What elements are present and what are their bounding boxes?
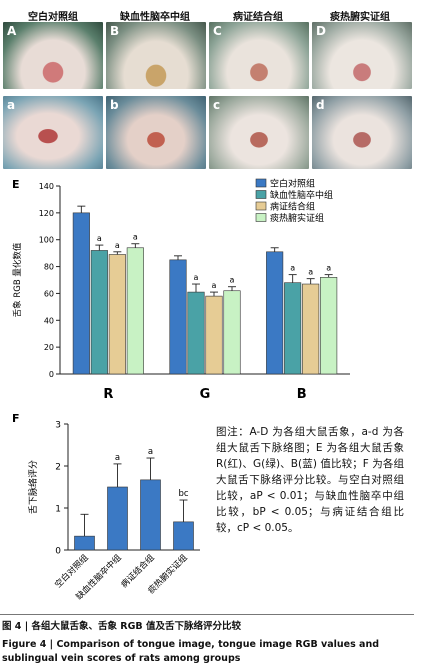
y-axis-label: 舌象 RGB 量化数值 (12, 242, 23, 317)
photo-label: c (213, 98, 221, 112)
photo-label: D (316, 24, 326, 38)
significance-mark: a (308, 268, 313, 277)
legend-swatch (255, 178, 267, 188)
legend-label: 空白对照组 (270, 178, 315, 190)
bar (140, 479, 161, 551)
y-tick-label: 40 (44, 316, 54, 325)
bar (284, 282, 302, 375)
legend-swatch (255, 190, 267, 199)
significance-mark: a (326, 264, 331, 273)
y-tick-label: 1 (55, 505, 61, 515)
significance-mark: bc (178, 489, 188, 499)
group-title-control: 空白对照组 (28, 12, 78, 23)
caption-cn: 图 4 | 各组大鼠舌象、舌象 RGB 值及舌下脉络评分比较 (2, 621, 241, 632)
significance-mark: a (290, 264, 295, 273)
panel-label-e: E (12, 178, 20, 191)
y-tick-label: 3 (55, 421, 61, 431)
tongue-photo-stroke: B (106, 22, 206, 89)
significance-mark: a (115, 453, 120, 463)
caption-en-line1: Figure 4 | Comparison of tongue image, t… (2, 639, 380, 650)
bar (72, 212, 90, 375)
tongue-photo-control: A (3, 22, 103, 89)
bar (173, 521, 194, 551)
photo-label: b (110, 98, 119, 112)
bar (302, 283, 320, 375)
photo-label: A (7, 24, 17, 38)
legend-label: 痰热腑实证组 (270, 212, 324, 224)
photo-label: C (213, 24, 222, 38)
bar (266, 251, 284, 375)
legend-label: 病证结合组 (270, 201, 315, 213)
legend-swatch (255, 213, 267, 222)
significance-mark: a (230, 276, 235, 285)
y-tick-label: 20 (44, 343, 54, 352)
bar (169, 259, 187, 375)
bar (320, 277, 338, 375)
significance-mark: a (97, 234, 102, 243)
y-tick-label: 120 (39, 209, 54, 218)
legend-swatch (255, 201, 267, 211)
bar (187, 291, 205, 375)
group-title-combined: 病证结合组 (233, 12, 283, 23)
significance-mark: a (133, 233, 138, 242)
y-tick-label: 0 (55, 547, 61, 557)
tongue-photo-combined: C (209, 22, 309, 89)
category-label: R (103, 387, 113, 402)
y-tick-label: 100 (39, 236, 54, 245)
photo-label: d (316, 98, 325, 112)
significance-mark: a (194, 273, 199, 282)
bar (108, 254, 126, 375)
photo-label: a (7, 98, 16, 112)
y-tick-label: 2 (55, 463, 61, 473)
y-tick-label: 0 (49, 370, 54, 379)
significance-mark: a (115, 241, 120, 250)
category-label: G (200, 387, 211, 402)
y-tick-label: 60 (44, 289, 54, 298)
group-title-phlegm-heat: 痰热腑实证组 (330, 12, 390, 23)
chart-e-rgb-values: E 0 20 40 60 80 100 120 140 舌象 RGB 量化数值 a a a Ra a a Ga a… (12, 178, 350, 402)
bar (205, 295, 223, 375)
legend-label: 缺血性脑卒中组 (270, 189, 333, 201)
sublingual-photo-control: a (3, 96, 103, 169)
sublingual-photo-stroke: b (106, 96, 206, 169)
bar (107, 486, 128, 551)
caption-en-line2: sublingual vein scores of rats among gro… (2, 653, 241, 664)
tongue-photo-phlegm-heat: D (312, 22, 412, 89)
photo-label: B (110, 24, 120, 38)
caption-divider (0, 614, 414, 615)
panel-label-f: F (12, 412, 20, 425)
bar (74, 535, 95, 551)
significance-mark: a (212, 281, 217, 290)
group-title-stroke: 缺血性脑卒中组 (120, 12, 190, 23)
y-tick-label: 140 (39, 182, 54, 191)
significance-mark: a (148, 447, 153, 457)
bar (126, 247, 144, 375)
y-axis-label: 舌下脉络评分 (27, 460, 39, 514)
category-label: B (297, 387, 307, 402)
bar (223, 290, 241, 375)
y-tick-label: 80 (44, 263, 54, 272)
bar (90, 250, 108, 375)
sublingual-photo-combined: c (209, 96, 309, 169)
photo-panel: 空白对照组 缺血性脑卒中组 病证结合组 痰热腑实证组 A B C D a b c… (0, 0, 427, 175)
figure-note: 图注：A-D 为各组大鼠舌象，a-d 为各组大鼠舌下脉络图；E 为各组大鼠舌象 … (216, 426, 404, 534)
sublingual-photo-phlegm-heat: d (312, 96, 412, 169)
